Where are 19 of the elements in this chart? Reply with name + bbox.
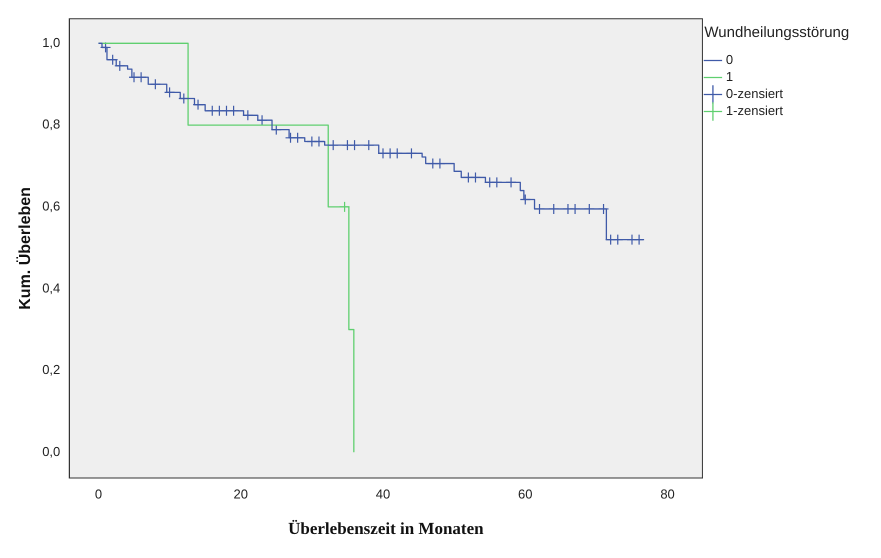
legend-label: 0-zensiert (726, 86, 784, 102)
legend-label: 1 (726, 69, 734, 84)
x-tick-label: 20 (233, 486, 248, 502)
y-tick-label: 1,0 (42, 34, 60, 50)
point (100, 42, 112, 54)
legend-label: 0 (726, 52, 734, 68)
y-tick-label: 0,0 (42, 444, 60, 459)
legend-label: 1-zensiert (726, 103, 784, 118)
y-tick-label: 0,6 (42, 198, 60, 214)
y-tick-label: 0,4 (42, 280, 60, 296)
x-tick-label: 40 (376, 486, 390, 502)
x-tick-label: 0 (94, 486, 102, 502)
legend-title: Wundheilungsstörung (704, 24, 850, 42)
x-axis-title: Überlebenszeit in Monaten (288, 519, 484, 538)
x-tick-label: 60 (518, 486, 533, 502)
x-tick-label: 80 (660, 486, 675, 502)
y-tick-label: 0,8 (42, 116, 60, 132)
y-axis-title: Kum. Überleben (16, 187, 34, 310)
y-tick-label: 0,2 (42, 362, 60, 378)
